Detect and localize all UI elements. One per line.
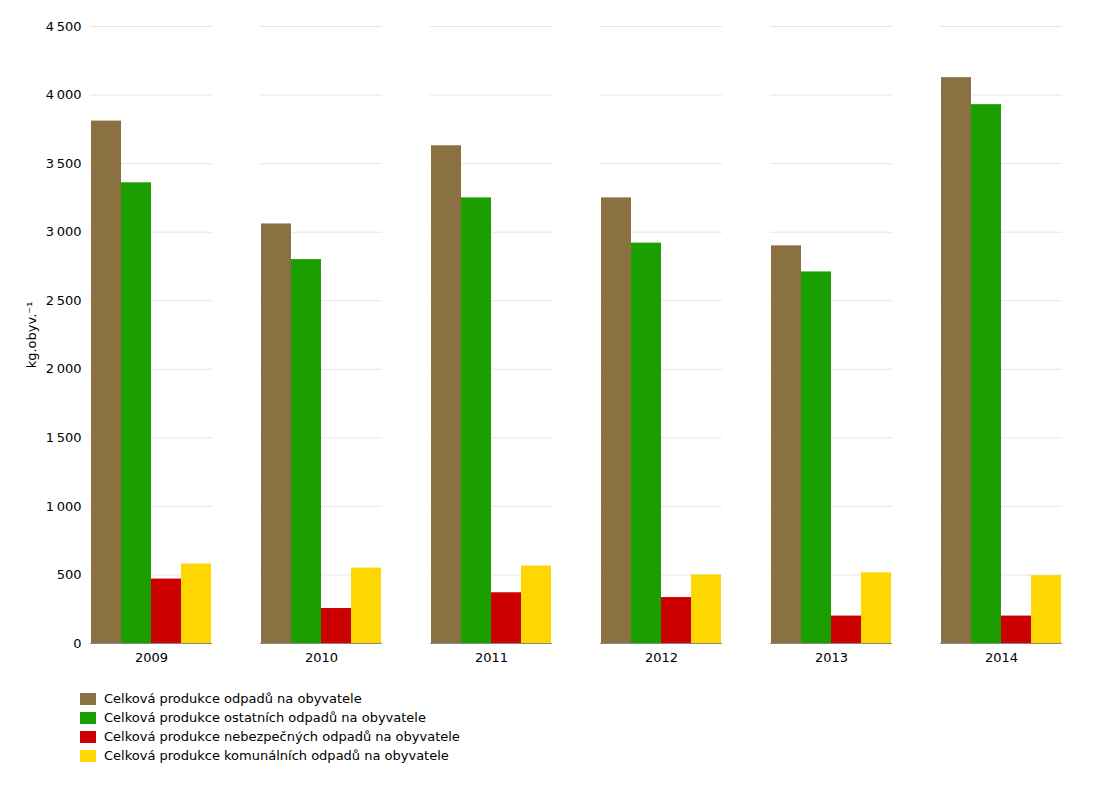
- svg-text:1 000: 1 000: [46, 499, 82, 514]
- svg-text:2013: 2013: [815, 650, 848, 665]
- svg-text:500: 500: [57, 567, 82, 582]
- svg-text:4 500: 4 500: [46, 19, 82, 34]
- svg-text:2009: 2009: [135, 650, 168, 665]
- svg-text:2014: 2014: [985, 650, 1018, 665]
- html-text:Celková produkce komunálních o: Celková produkce komunálních odpadů na o…: [104, 748, 449, 763]
- svg-text:2 000: 2 000: [46, 361, 82, 376]
- svg-text:4 000: 4 000: [46, 87, 82, 102]
- svg-text:2012: 2012: [645, 650, 678, 665]
- svg-text:2010: 2010: [305, 650, 338, 665]
- svg-text:kg.obyv.⁻¹: kg.obyv.⁻¹: [24, 302, 39, 369]
- svg-text:3 500: 3 500: [46, 156, 82, 171]
- svg-text:1 500: 1 500: [46, 430, 82, 445]
- svg-text:3 000: 3 000: [46, 224, 82, 239]
- html-text:Celková produkce odpadů na oby: Celková produkce odpadů na obyvatele: [104, 691, 362, 706]
- svg-text:2 500: 2 500: [46, 293, 82, 308]
- html-text:Celková produkce ostatních odp: Celková produkce ostatních odpadů na oby…: [104, 710, 426, 725]
- svg-text:0: 0: [73, 636, 81, 651]
- svg-text:2011: 2011: [475, 650, 508, 665]
- html-text:Celková produkce nebezpečných: Celková produkce nebezpečných odpadů na …: [104, 729, 460, 744]
